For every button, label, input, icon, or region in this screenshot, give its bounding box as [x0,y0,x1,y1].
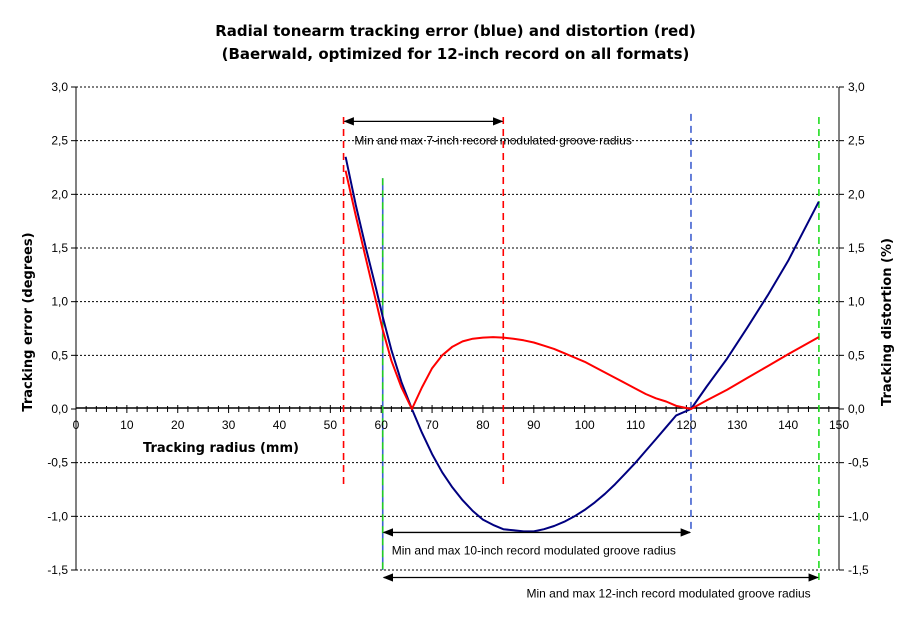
x-axis-title: Tracking radius (mm) [143,441,299,456]
x-tick-label: 120 [676,418,696,432]
y-tick-label-left: -1,0 [47,509,68,523]
x-tick-label: 150 [829,418,849,432]
y-tick-label-left: 3,0 [51,80,68,94]
series-line-1 [344,170,820,410]
y2-tick-label-right: 2,5 [848,134,865,148]
y-tick-label-left: -0,5 [47,456,68,470]
y2-tick-label-right: 1,5 [848,241,865,255]
x-tick-label: 100 [575,418,595,432]
x-tick-label: 0 [73,418,80,432]
x-tick-label: 80 [476,418,490,432]
axes [75,87,840,570]
x-tick-label: 40 [273,418,287,432]
y-tick-label-left: 1,5 [51,241,68,255]
y-tick-label-left: 0,0 [51,402,68,416]
y2-tick-label-right: 1,0 [848,295,865,309]
tick-marks [71,86,844,571]
tick-labels: -1,5 -1,5 -1,0 -1,0 -0,5 -0,5 0,0 0,0 0,5 0,5 1,0 1… [47,80,869,577]
y2-tick-label-right: -1,5 [848,563,869,577]
y2-tick-label-right: 0,5 [848,348,865,362]
chart-title: Radial tonearm tracking error (blue) and… [215,22,696,40]
x-tick-label: 60 [375,418,389,432]
x-tick-label: 130 [727,418,747,432]
y2-tick-label-right: 3,0 [848,80,865,94]
y-tick-label-left: 1,0 [51,295,68,309]
y-tick-label-left: 0,5 [51,348,68,362]
x-tick-label: 140 [778,418,798,432]
x-tick-label: 20 [171,418,185,432]
annotation-label: Min and max 7-inch record modulated groo… [354,134,631,148]
x-tick-label: 70 [425,418,439,432]
y2-axis-title: Tracking distortion (%) [880,238,895,406]
x-tick-label: 50 [324,418,338,432]
y2-tick-label-right: 0,0 [848,402,865,416]
chart-subtitle: (Baerwald, optimized for 12-inch record … [221,45,690,63]
x-tick-label: 30 [222,418,236,432]
y2-tick-label-right: -1,0 [848,509,869,523]
annotations: Min and max 7-inch record modulated groo… [343,117,819,601]
y2-tick-label-right: -0,5 [848,456,869,470]
annotation-label: Min and max 12-inch record modulated gro… [527,587,811,601]
series-lines [344,156,820,533]
vertical-markers [342,113,820,586]
x-tick-label: 110 [626,418,645,432]
annotation-label: Min and max 10-inch record modulated gro… [392,544,676,558]
y-tick-label-left: 2,5 [51,134,68,148]
x-tick-label: 10 [120,418,134,432]
y-tick-label-left: 2,0 [51,187,68,201]
x-tick-label: 90 [527,418,541,432]
series-line-0 [344,156,820,533]
grid-lines [76,86,839,571]
y2-tick-label-right: 2,0 [848,187,865,201]
y-tick-label-left: -1,5 [47,563,68,577]
y-axis-title: Tracking error (degrees) [21,232,36,411]
